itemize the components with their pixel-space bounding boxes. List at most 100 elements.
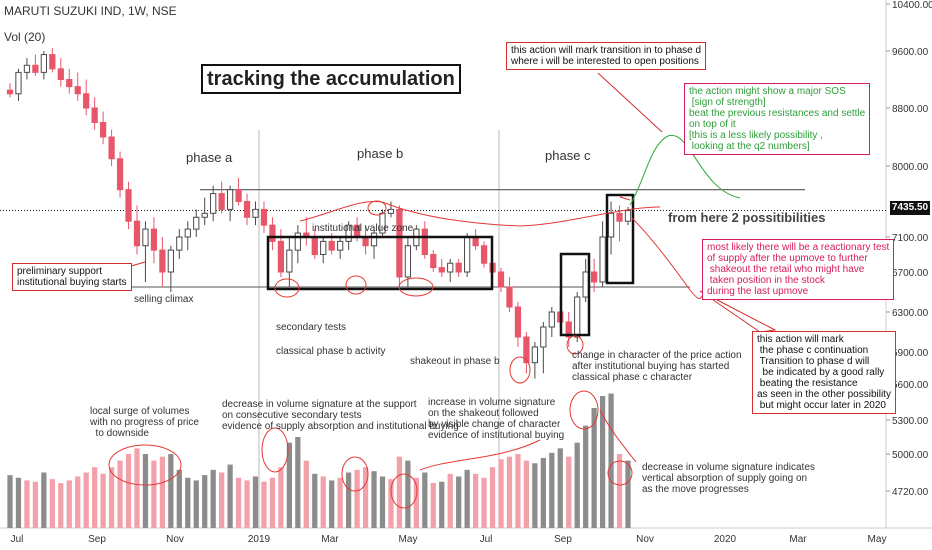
candle-body <box>142 228 149 247</box>
volume-bar <box>117 460 123 528</box>
candle-body <box>66 79 73 88</box>
volume-bar <box>549 452 555 528</box>
volume-bar <box>625 460 631 528</box>
candle-body <box>387 208 395 214</box>
volume-bar <box>489 467 496 528</box>
candle-body <box>286 249 293 273</box>
volume-bar <box>66 480 72 528</box>
volume-bar <box>354 469 360 528</box>
volume-rise-curve <box>419 439 541 471</box>
volume-indicator-label: Vol (20) <box>4 30 46 44</box>
volume-bar <box>456 476 462 528</box>
candle-body <box>438 267 445 273</box>
y-tick-label: 8800.00 <box>892 104 929 115</box>
candle-body <box>252 208 259 218</box>
volume-bar <box>439 481 445 528</box>
price-highlight-ellipse <box>509 356 531 384</box>
volume-bar <box>599 396 606 528</box>
x-tick-label: May <box>399 534 418 545</box>
volume-bar <box>219 472 225 528</box>
secondary-tests-label: secondary tests <box>276 322 347 333</box>
price-highlight-ellipse <box>274 278 300 298</box>
volume-bar <box>447 473 453 528</box>
candle-body <box>464 236 471 273</box>
volume-bar <box>151 460 157 528</box>
candle-body <box>345 224 352 242</box>
y-tick-label: 10400.00 <box>892 0 932 11</box>
candle-body <box>99 122 107 138</box>
volume-bar <box>269 477 276 528</box>
candle-body <box>210 193 217 214</box>
candle-body <box>404 245 412 278</box>
candle-body <box>235 189 242 203</box>
volume-bar <box>413 477 419 528</box>
volume-bar <box>388 479 394 528</box>
volume-bar <box>278 467 284 528</box>
candle-body <box>184 228 191 238</box>
volume-bar <box>75 476 81 528</box>
candle-body <box>294 232 301 251</box>
volume-highlight-ellipse <box>108 444 182 486</box>
y-tick-label: 5300.00 <box>892 416 929 427</box>
x-tick-label: Mar <box>789 534 807 545</box>
chart-symbol-title: MARUTI SUZUKI IND, 1W, NSE <box>4 4 177 18</box>
volume-bar <box>49 479 55 528</box>
candle-body <box>277 240 285 273</box>
candle-body <box>421 228 428 256</box>
volume-bar <box>430 483 436 528</box>
x-tick-label: Jul <box>480 534 493 545</box>
volume-bar <box>506 456 513 528</box>
y-tick-label: 9600.00 <box>892 47 929 58</box>
last-price-tag: 7435.50 <box>890 201 930 215</box>
sign-of-strength-callout: the action might show a major SOS [sign … <box>684 83 871 155</box>
volume-bar <box>422 472 428 528</box>
volume-bar <box>540 457 546 528</box>
x-tick-label: Sep <box>88 534 106 545</box>
volume-bar <box>303 460 309 528</box>
x-tick-label: Mar <box>321 534 339 545</box>
volume-bar <box>159 456 166 528</box>
volume-bar <box>557 448 563 528</box>
volume-bar <box>32 481 39 528</box>
candle-body <box>455 262 462 273</box>
price-highlight-ellipse <box>345 275 367 295</box>
volume-vertical-absorption-label: decrease in volume signature indicates v… <box>642 462 815 495</box>
volume-bar <box>498 459 504 528</box>
volume-bar <box>566 456 572 528</box>
y-tick-label: 5900.00 <box>892 348 929 359</box>
two-possibilities-label: from here 2 possitibilities <box>668 210 826 225</box>
phase-c-rally-box <box>559 252 591 337</box>
volume-bar <box>92 467 98 528</box>
classical-phase-b-label: classical phase b activity <box>276 346 386 357</box>
candle-body <box>362 236 369 247</box>
candle-body <box>574 296 581 338</box>
candle-body <box>83 93 90 109</box>
volume-bar <box>472 473 479 528</box>
phase-d-transition-callout: this action will mark transition in to p… <box>506 42 707 70</box>
candle-body <box>540 326 547 348</box>
phase-b-label: phase b <box>357 146 404 161</box>
candle-body <box>591 271 598 283</box>
phase-b-range-box <box>266 235 494 291</box>
phase-d-connector <box>597 72 663 133</box>
volume-bar <box>134 448 140 528</box>
candle-body <box>337 240 344 251</box>
volume-local-surge-label: local surge of volumes with no progress … <box>90 406 199 439</box>
volume-bar <box>608 393 614 528</box>
candle-body <box>269 224 276 242</box>
volume-bar <box>24 480 30 528</box>
volume-bar <box>202 475 208 528</box>
candle-body <box>243 201 251 218</box>
candle-body <box>6 89 14 95</box>
candle-body <box>514 306 522 338</box>
volume-bar <box>312 473 318 528</box>
y-tick-label: 5000.00 <box>892 450 929 461</box>
candle-body <box>32 64 39 73</box>
selling-climax-label: selling climax <box>134 294 194 305</box>
candle-body <box>480 245 488 264</box>
volume-bar <box>185 477 191 528</box>
price-highlight-ellipse <box>566 335 584 355</box>
bullish-projection-path <box>629 134 741 206</box>
price-highlight-ellipse <box>398 277 434 297</box>
